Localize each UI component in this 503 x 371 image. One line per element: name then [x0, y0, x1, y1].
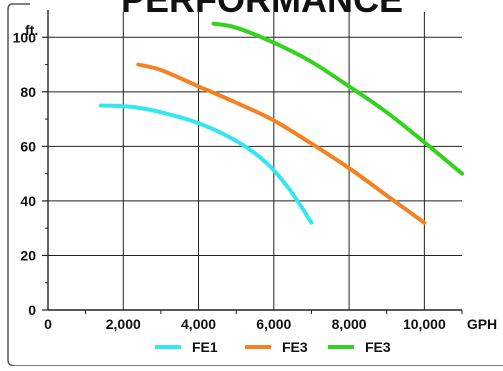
y-tick-label: 20	[20, 247, 36, 263]
chart-title: PERFORMANCE	[121, 0, 403, 20]
y-tick-label: 80	[20, 84, 36, 100]
series-line-fe3	[136, 62, 427, 225]
legend-label: FE3	[365, 339, 391, 355]
tick-labels: 0 20 40 60 80 100 0 2,000 4,000 6,000 8,000 10,000 f…	[13, 22, 498, 332]
x-tick-label: 6,000	[256, 316, 291, 332]
y-tick-label: 60	[20, 138, 36, 154]
y-unit-label: ft.	[25, 22, 38, 38]
y-tick-label: 100	[13, 29, 37, 45]
x-tick-label: 8,000	[332, 316, 367, 332]
x-tick-label: 2,000	[106, 316, 141, 332]
chart-frame	[7, 3, 503, 367]
legend-label: FE3	[282, 339, 308, 355]
axes	[42, 10, 463, 314]
title-backdrop	[100, 0, 420, 12]
legend-label: FE1	[192, 339, 218, 355]
x-unit-label: GPH	[467, 316, 497, 332]
x-tick-label: 0	[44, 316, 52, 332]
series-line-fe3	[211, 21, 464, 176]
gridlines	[48, 12, 462, 310]
series-line-fe1	[98, 103, 314, 225]
y-tick-label: 0	[28, 302, 36, 318]
x-tick-label: 4,000	[181, 316, 216, 332]
x-tick-label: 10,000	[403, 316, 446, 332]
series-lines	[98, 21, 464, 225]
legend: FE1 FE3 FE3	[155, 339, 391, 355]
y-tick-label: 40	[20, 193, 36, 209]
